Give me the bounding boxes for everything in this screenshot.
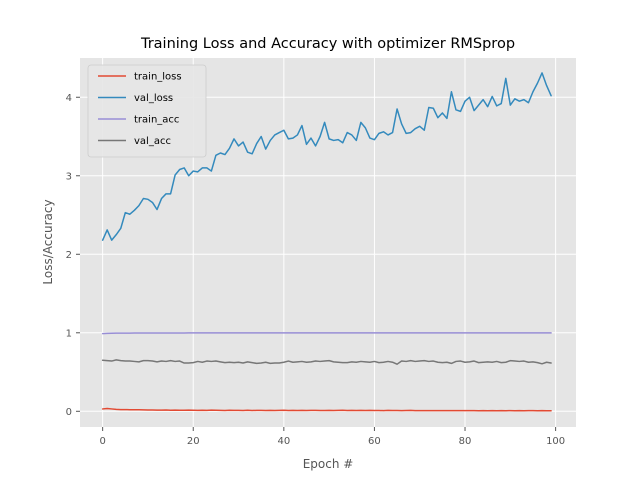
- x-tick-label: 0: [99, 436, 105, 447]
- y-tick-label: 1: [66, 328, 72, 339]
- x-tick-label: 60: [368, 436, 381, 447]
- series-line-val-loss: [101, 72, 552, 241]
- x-axis-ticks: 0 20 40 60 80 100: [99, 427, 565, 447]
- x-tick-label: 80: [459, 436, 472, 447]
- y-tick-label: 3: [66, 171, 72, 182]
- y-axis-ticks: 0 1 2 3 4: [66, 93, 80, 418]
- series-line-train-loss: [101, 407, 552, 412]
- legend-label-val-loss: val_loss: [134, 93, 173, 104]
- legend-box: [87, 64, 207, 158]
- x-axis-label: Epoch #: [303, 457, 354, 471]
- y-tick-label: 2: [66, 250, 72, 261]
- x-tick-label: 100: [546, 436, 565, 447]
- legend: train_loss val_loss train_acc val_acc: [87, 64, 207, 158]
- legend-label-val-acc: val_acc: [134, 136, 171, 147]
- series-line-val-acc: [101, 359, 552, 365]
- legend-label-train-loss: train_loss: [134, 72, 182, 83]
- x-tick-label: 40: [277, 436, 290, 447]
- series-line-train-acc: [101, 332, 552, 335]
- series-lines: [101, 72, 552, 412]
- x-tick-label: 20: [187, 436, 200, 447]
- y-axis-label: Loss/Accuracy: [41, 199, 55, 284]
- y-tick-label: 0: [66, 407, 72, 418]
- y-tick-label: 4: [66, 93, 72, 104]
- legend-label-train-acc: train_acc: [134, 115, 179, 126]
- chart-title: Training Loss and Accuracy with optimize…: [140, 36, 515, 52]
